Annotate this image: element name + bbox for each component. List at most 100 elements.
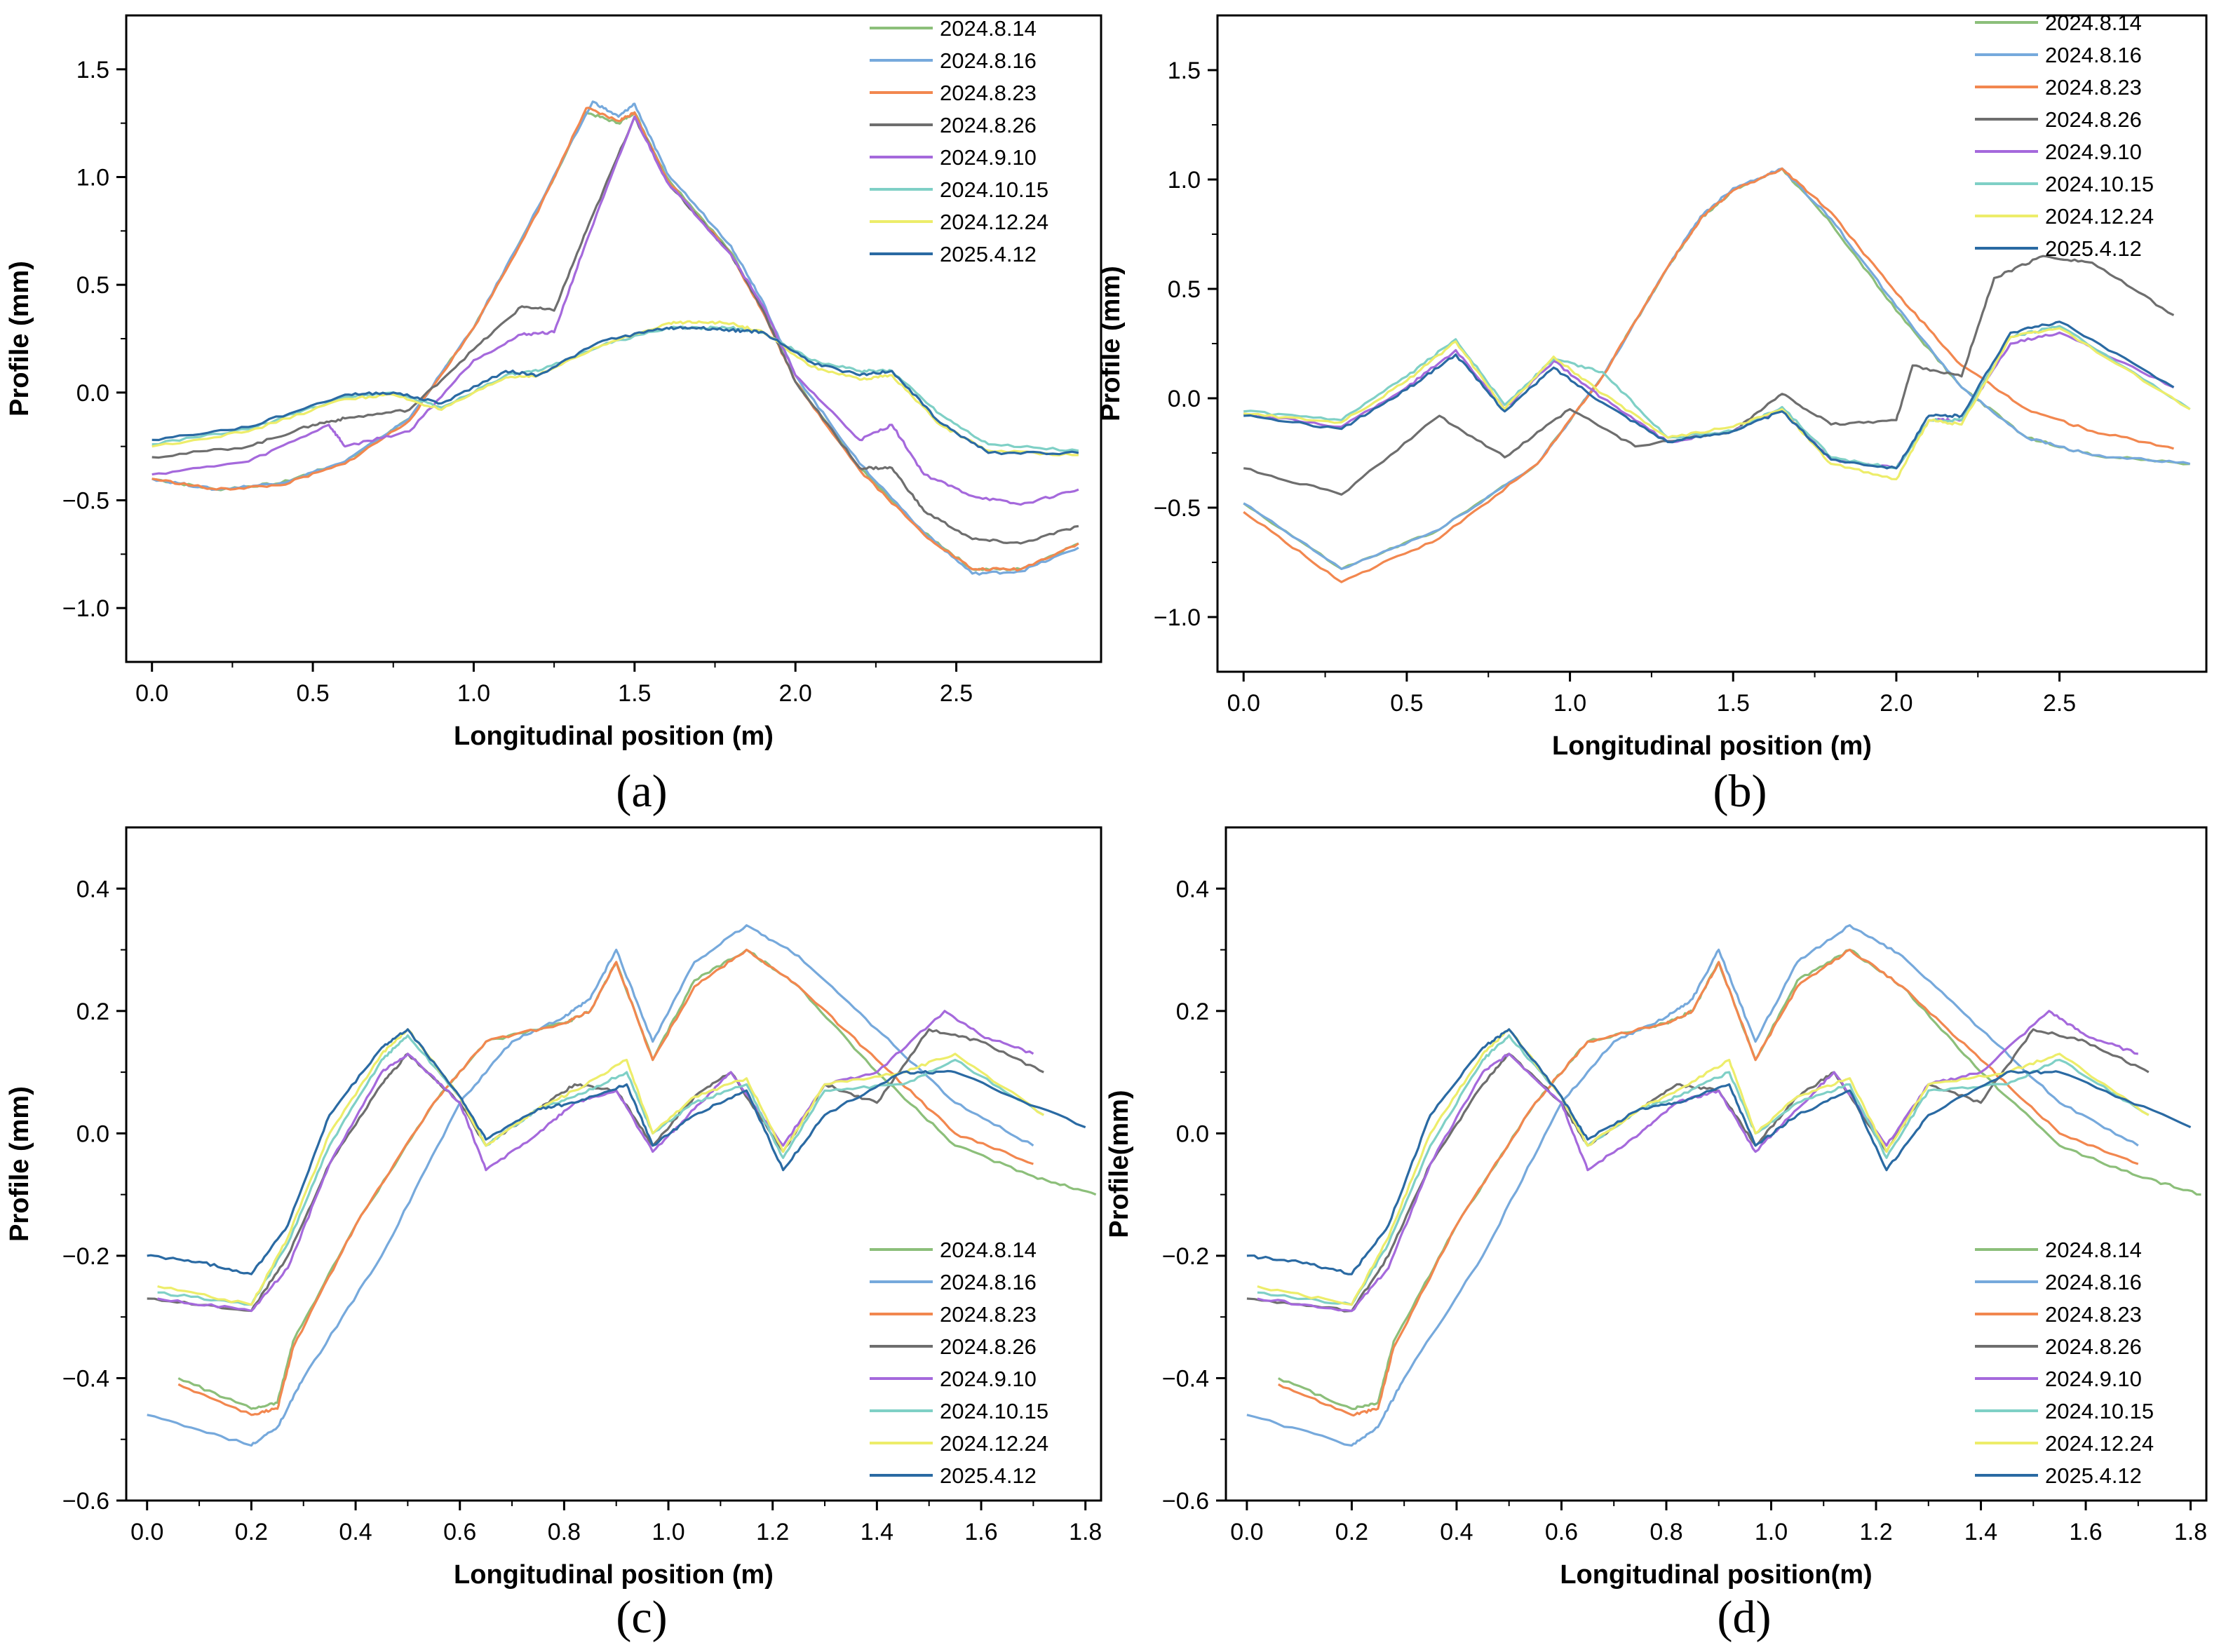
series-line-2025-4-12	[1246, 1028, 2192, 1275]
x-tick-label: 0.8	[1650, 1519, 1682, 1545]
plot-frame	[1225, 826, 2208, 1502]
tick-group: 0.0 0.5 1.0 1.5 2.0 2.5 −1.0 −0.5 0.0 0.5 1.0 1.5	[1154, 57, 2076, 717]
legend: 2024.8.14 2024.8.16 2024.8.23 2024.8.26 2024…	[1975, 1238, 2154, 1488]
y-tick-label: 0.0	[1168, 386, 1201, 412]
legend-label: 2024.8.14	[940, 16, 1037, 41]
series-line-2024-9-10	[1257, 1010, 2138, 1313]
legend-label: 2025.4.12	[2045, 1463, 2142, 1488]
y-tick-label: 0.2	[1176, 998, 1209, 1025]
legend-label: 2024.12.24	[940, 1431, 1048, 1456]
series-line-2025-4-12	[147, 1028, 1086, 1275]
y-tick-label: 0.0	[76, 380, 109, 407]
series-line-2025-4-12	[151, 325, 1079, 456]
legend-label: 2024.10.15	[2045, 1399, 2154, 1423]
legend-label: 2024.8.14	[2045, 1238, 2142, 1262]
legend-label: 2024.8.26	[2045, 1334, 2142, 1359]
x-tick-label: 1.6	[2069, 1519, 2102, 1545]
x-axis-title: Longitudinal position (m)	[454, 722, 774, 751]
series-line-2024-9-10	[151, 115, 1079, 506]
y-tick-label: −1.0	[1154, 604, 1201, 631]
legend: 2024.8.14 2024.8.16 2024.8.23 2024.8.26 2024…	[870, 16, 1048, 266]
legend-label: 2024.8.16	[940, 1270, 1037, 1294]
panel-label: (c)	[616, 1592, 667, 1643]
y-axis-title: Profile (mm)	[1096, 266, 1126, 421]
x-tick-label: 1.5	[618, 680, 651, 707]
y-tick-label: −0.4	[62, 1365, 109, 1392]
x-tick-label: 1.8	[2174, 1519, 2207, 1545]
x-tick-label: 0.2	[235, 1519, 268, 1545]
series-lines	[1243, 167, 2191, 583]
x-tick-label: 0.0	[1227, 690, 1260, 717]
series-line-2024-8-23	[151, 107, 1079, 572]
legend-label: 2024.8.16	[2045, 1270, 2142, 1294]
chart-panel-c: 0.0 0.2 0.4 0.6 0.8 1.0 1.2 1.4 1.6 1.8 −0.6 −0.4 −0…	[5, 826, 1102, 1643]
chart-panel-d: 0.0 0.2 0.4 0.6 0.8 1.0 1.2 1.4 1.6 1.8 −0.6 −0.4 −0…	[1105, 826, 2208, 1643]
y-axis-title: Profile (mm)	[5, 261, 34, 417]
x-axis-title: Longitudinal position (m)	[454, 1560, 774, 1590]
y-axis-title: Profile(mm)	[1105, 1090, 1134, 1238]
panel-label: (a)	[616, 766, 667, 817]
legend-label: 2024.8.26	[2045, 107, 2142, 132]
legend: 2024.8.14 2024.8.16 2024.8.23 2024.8.26 2024…	[1975, 11, 2154, 261]
series-lines	[1246, 923, 2201, 1447]
series-line-2024-8-23	[1243, 167, 2174, 583]
plot-frame	[1216, 14, 2208, 673]
series-line-2024-12-24	[1243, 327, 2191, 481]
x-tick-label: 0.6	[443, 1519, 476, 1545]
series-line-2024-9-10	[1243, 331, 2175, 470]
y-tick-label: 0.2	[76, 998, 109, 1025]
y-tick-label: −0.4	[1162, 1365, 1209, 1392]
x-tick-label: 0.0	[1230, 1519, 1263, 1545]
x-tick-label: 1.0	[1755, 1519, 1788, 1545]
panel-label: (d)	[1718, 1592, 1772, 1643]
y-tick-label: 0.5	[1168, 276, 1201, 303]
x-tick-label: 1.4	[1964, 1519, 1997, 1545]
series-line-2024-12-24	[157, 1028, 1044, 1306]
x-tick-label: 0.5	[296, 680, 329, 707]
y-tick-label: 0.5	[76, 272, 109, 299]
series-line-2024-10-15	[1243, 325, 2191, 470]
y-tick-label: 0.0	[1176, 1120, 1209, 1147]
series-line-2024-10-15	[157, 1034, 1044, 1306]
panel-label: (b)	[1713, 766, 1767, 817]
x-tick-label: 0.0	[135, 680, 168, 707]
legend-label: 2024.9.10	[2045, 140, 2142, 164]
chart-panel-b: 0.0 0.5 1.0 1.5 2.0 2.5 −1.0 −0.5 0.0 0.5 1.0 1.5 20…	[1096, 11, 2208, 817]
y-tick-label: −0.2	[1162, 1243, 1209, 1270]
series-line-2025-4-12	[1243, 320, 2175, 470]
tick-group: 0.0 0.5 1.0 1.5 2.0 2.5 −1.0 −0.5 0.0 0.5 1.0 1.5	[62, 57, 973, 707]
legend-label: 2024.8.16	[2045, 43, 2142, 67]
x-tick-label: 2.5	[940, 680, 973, 707]
legend-label: 2024.8.23	[2045, 75, 2142, 100]
x-tick-label: 1.0	[652, 1519, 684, 1545]
series-line-2024-8-23	[177, 948, 1034, 1416]
x-tick-label: 1.6	[964, 1519, 997, 1545]
y-tick-label: −0.6	[62, 1488, 109, 1515]
tick-group: 0.0 0.2 0.4 0.6 0.8 1.0 1.2 1.4 1.6 1.8 −0.6 −0.4 −0…	[62, 876, 1102, 1545]
y-tick-label: 0.4	[1176, 876, 1209, 902]
x-tick-label: 1.0	[1553, 690, 1586, 717]
x-tick-label: 2.5	[2043, 690, 2076, 717]
y-tick-label: −1.0	[62, 595, 109, 622]
plot-frame	[125, 14, 1102, 663]
series-lines	[151, 100, 1079, 576]
y-tick-label: 1.0	[76, 165, 109, 191]
x-tick-label: 1.0	[457, 680, 490, 707]
y-tick-label: 1.5	[76, 57, 109, 83]
y-axis-title: Profile (mm)	[5, 1086, 34, 1242]
series-line-2024-8-16	[1243, 167, 2191, 571]
legend-label: 2024.8.16	[940, 48, 1037, 73]
y-tick-label: −0.5	[62, 488, 109, 515]
legend-label: 2025.4.12	[940, 242, 1037, 266]
x-tick-label: 1.2	[756, 1519, 789, 1545]
legend-label: 2024.8.23	[940, 1302, 1037, 1327]
x-tick-label: 0.5	[1390, 690, 1423, 717]
x-tick-label: 2.0	[1880, 690, 1912, 717]
legend-label: 2024.10.15	[2045, 172, 2154, 196]
series-line-2024-8-16	[1246, 923, 2139, 1447]
legend-label: 2024.10.15	[940, 177, 1048, 202]
legend-label: 2024.9.10	[940, 1367, 1037, 1391]
series-line-2024-8-23	[1277, 948, 2139, 1417]
x-tick-label: 0.4	[1440, 1519, 1473, 1545]
